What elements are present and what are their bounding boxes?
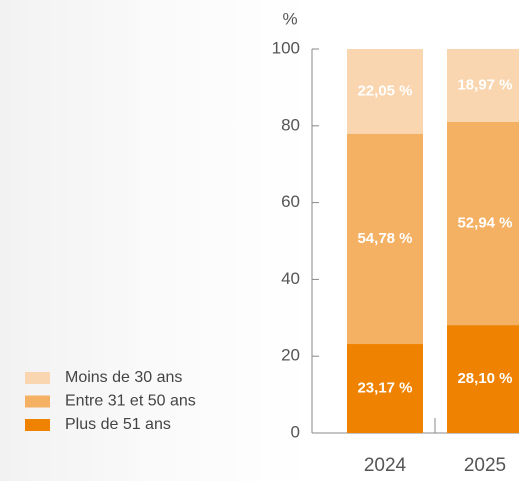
bar-segment: [447, 48, 519, 122]
value-label: 54,78 %: [357, 230, 412, 247]
y-tick-label: 40: [281, 269, 300, 288]
legend-label: Moins de 30 ans: [65, 369, 182, 386]
value-label: 52,94 %: [457, 214, 512, 231]
y-tick-label: 0: [291, 422, 300, 441]
y-axis-label: %: [282, 9, 297, 28]
bar-segment: [347, 49, 423, 134]
bar-segment: [347, 344, 423, 433]
x-tick-label: 2024: [364, 455, 407, 476]
x-tick-label: 2025: [464, 455, 506, 476]
value-label: 28,10 %: [457, 370, 512, 387]
value-label: 23,17 %: [357, 379, 412, 396]
value-label: 22,05 %: [357, 82, 412, 99]
legend-label: Entre 31 et 50 ans: [65, 393, 196, 410]
y-tick-label: 100: [272, 38, 300, 57]
y-tick-label: 60: [281, 192, 300, 211]
bar-segment: [347, 133, 423, 345]
legend-swatch: [25, 395, 50, 408]
legend-swatch: [25, 419, 50, 431]
y-tick-label: 20: [281, 346, 300, 365]
bar-segment: [447, 121, 519, 326]
value-label: 18,97 %: [457, 76, 512, 93]
y-tick-label: 80: [281, 115, 300, 134]
legend-label: Plus de 51 ans: [65, 416, 171, 433]
legend-swatch: [25, 372, 50, 384]
bar-segment: [447, 325, 519, 433]
